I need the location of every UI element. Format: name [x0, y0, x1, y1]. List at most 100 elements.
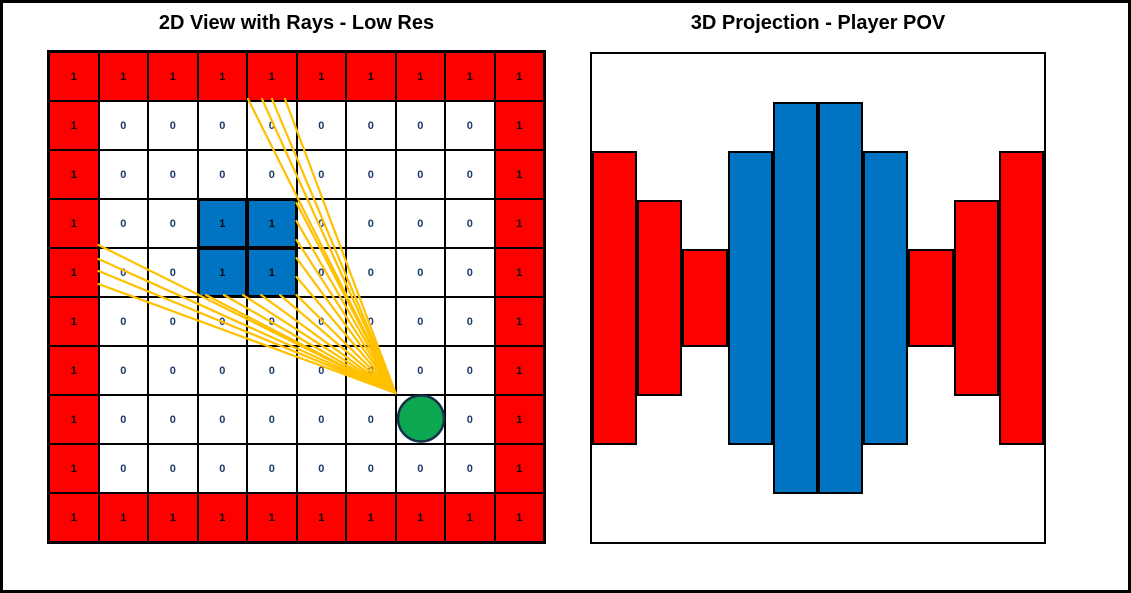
empty-cell: 0: [346, 101, 396, 150]
empty-cell: 0: [395, 444, 445, 493]
empty-cell: 0: [98, 150, 148, 199]
wall-slice-red: [682, 249, 728, 347]
wall-cell: 1: [494, 199, 544, 248]
empty-cell: 0: [247, 444, 297, 493]
wall-cell: 1: [494, 346, 544, 395]
wall-cell: 1: [197, 493, 247, 542]
empty-cell: 0: [197, 150, 247, 199]
empty-cell: 0: [346, 444, 396, 493]
empty-cell: 0: [247, 150, 297, 199]
empty-cell: 0: [395, 395, 445, 444]
empty-cell: 0: [148, 101, 198, 150]
empty-cell: 0: [346, 199, 396, 248]
wall-cell: 1: [98, 52, 148, 101]
empty-cell: 0: [445, 346, 495, 395]
obstacle-cell: 1: [197, 248, 247, 297]
empty-cell: 0: [98, 346, 148, 395]
obstacle-cell: 1: [247, 199, 297, 248]
empty-cell: 0: [98, 248, 148, 297]
empty-cell: 0: [98, 101, 148, 150]
wall-slice-red: [908, 249, 954, 347]
empty-cell: 0: [296, 248, 346, 297]
wall-cell: 1: [247, 52, 297, 101]
wall-slice-blue: [863, 151, 909, 445]
wall-cell: 1: [494, 248, 544, 297]
obstacle-cell: 1: [247, 248, 297, 297]
empty-cell: 0: [197, 395, 247, 444]
empty-cell: 0: [148, 248, 198, 297]
empty-cell: 0: [395, 101, 445, 150]
wall-slice-blue: [727, 151, 773, 445]
empty-cell: 0: [148, 297, 198, 346]
wall-cell: 1: [98, 493, 148, 542]
empty-cell: 0: [247, 346, 297, 395]
empty-cell: 0: [296, 101, 346, 150]
empty-cell: 0: [346, 150, 396, 199]
panel-2d-title: 2D View with Rays - Low Res: [158, 12, 435, 34]
wall-cell: 1: [494, 150, 544, 199]
empty-cell: 0: [445, 101, 495, 150]
wall-cell: 1: [49, 150, 99, 199]
wall-slice-red: [998, 151, 1044, 445]
wall-cell: 1: [49, 248, 99, 297]
empty-cell: 0: [148, 346, 198, 395]
empty-cell: 0: [247, 395, 297, 444]
empty-cell: 0: [395, 199, 445, 248]
empty-cell: 0: [98, 297, 148, 346]
wall-cell: 1: [494, 52, 544, 101]
empty-cell: 0: [346, 395, 396, 444]
empty-cell: 0: [296, 199, 346, 248]
wall-cell: 1: [346, 493, 396, 542]
panel-3d-title: 3D Projection - Player POV: [690, 12, 946, 34]
empty-cell: 0: [346, 297, 396, 346]
wall-cell: 1: [494, 493, 544, 542]
wall-cell: 1: [445, 52, 495, 101]
wall-cell: 1: [49, 199, 99, 248]
empty-cell: 0: [395, 297, 445, 346]
empty-cell: 0: [296, 395, 346, 444]
empty-cell: 0: [296, 444, 346, 493]
wall-cell: 1: [49, 52, 99, 101]
wall-cell: 1: [49, 346, 99, 395]
wall-cell: 1: [49, 101, 99, 150]
wall-cell: 1: [494, 395, 544, 444]
wall-slice-red: [953, 200, 999, 396]
empty-cell: 0: [445, 150, 495, 199]
obstacle-cell: 1: [197, 199, 247, 248]
empty-cell: 0: [247, 101, 297, 150]
empty-cell: 0: [346, 346, 396, 395]
wall-cell: 1: [49, 297, 99, 346]
wall-cell: 1: [49, 395, 99, 444]
wall-slice-blue: [772, 102, 818, 494]
empty-cell: 0: [148, 395, 198, 444]
wall-cell: 1: [148, 52, 198, 101]
empty-cell: 0: [395, 248, 445, 297]
projection-screen: [590, 52, 1046, 544]
empty-cell: 0: [445, 395, 495, 444]
wall-cell: 1: [148, 493, 198, 542]
wall-slice-red: [637, 200, 683, 396]
empty-cell: 0: [445, 199, 495, 248]
wall-cell: 1: [395, 493, 445, 542]
empty-cell: 0: [296, 297, 346, 346]
empty-cell: 0: [445, 444, 495, 493]
empty-cell: 0: [445, 297, 495, 346]
empty-cell: 0: [247, 297, 297, 346]
wall-cell: 1: [445, 493, 495, 542]
wall-cell: 1: [494, 297, 544, 346]
wall-cell: 1: [296, 493, 346, 542]
empty-cell: 0: [148, 444, 198, 493]
empty-cell: 0: [148, 150, 198, 199]
wall-cell: 1: [49, 444, 99, 493]
empty-cell: 0: [395, 346, 445, 395]
wall-cell: 1: [494, 444, 544, 493]
empty-cell: 0: [197, 346, 247, 395]
empty-cell: 0: [296, 150, 346, 199]
empty-cell: 0: [445, 248, 495, 297]
wall-cell: 1: [247, 493, 297, 542]
wall-slice-blue: [818, 102, 864, 494]
empty-cell: 0: [395, 150, 445, 199]
empty-cell: 0: [346, 248, 396, 297]
wall-cell: 1: [296, 52, 346, 101]
